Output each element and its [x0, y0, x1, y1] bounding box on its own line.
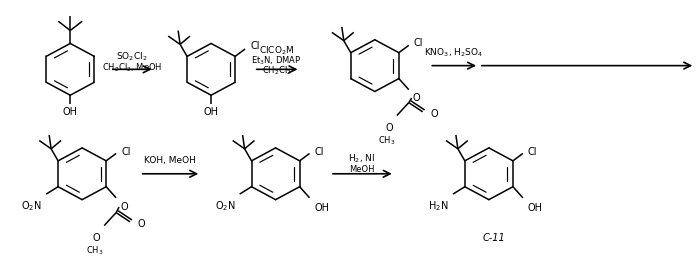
Text: O: O — [120, 202, 128, 212]
Text: MeOH: MeOH — [349, 165, 375, 174]
Text: KNO$_3$, H$_2$SO$_4$: KNO$_3$, H$_2$SO$_4$ — [424, 46, 484, 59]
Text: O: O — [138, 219, 146, 229]
Text: Cl: Cl — [250, 41, 260, 51]
Text: CH$_3$: CH$_3$ — [378, 134, 396, 147]
Text: Et$_3$N, DMAP: Et$_3$N, DMAP — [251, 55, 302, 67]
Text: C-11: C-11 — [482, 233, 505, 243]
Text: O: O — [431, 109, 438, 119]
Text: H$_2$N: H$_2$N — [429, 199, 449, 213]
Text: O: O — [413, 93, 420, 103]
Text: OH: OH — [204, 107, 218, 117]
Text: KOH, MeOH: KOH, MeOH — [144, 156, 196, 165]
Text: CH$_3$: CH$_3$ — [86, 244, 103, 256]
Text: OH: OH — [63, 107, 77, 117]
Text: CH$_2$Cl$_2$, MeOH: CH$_2$Cl$_2$, MeOH — [102, 61, 162, 74]
Text: Cl: Cl — [528, 147, 537, 157]
Text: CH$_2$Cl$_2$: CH$_2$Cl$_2$ — [262, 65, 291, 77]
Text: OH: OH — [315, 203, 329, 213]
Text: Cl: Cl — [315, 147, 324, 157]
Text: O: O — [93, 233, 101, 243]
Text: Cl: Cl — [414, 38, 423, 48]
Text: ClCO$_2$M: ClCO$_2$M — [259, 45, 295, 57]
Text: OH: OH — [528, 203, 543, 213]
Text: O$_2$N: O$_2$N — [22, 199, 42, 213]
Text: H$_2$, NI: H$_2$, NI — [348, 153, 376, 165]
Text: O$_2$N: O$_2$N — [215, 199, 236, 213]
Text: SO$_2$Cl$_2$: SO$_2$Cl$_2$ — [116, 50, 147, 63]
Text: Cl: Cl — [121, 147, 131, 157]
Text: O: O — [385, 123, 393, 133]
